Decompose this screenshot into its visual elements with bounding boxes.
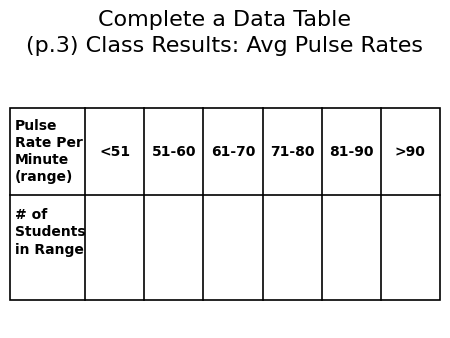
Text: 71-80: 71-80 — [270, 145, 315, 159]
Text: 51-60: 51-60 — [152, 145, 196, 159]
Text: # of
Students
in Range: # of Students in Range — [15, 208, 86, 257]
Bar — [10, 108, 440, 300]
Text: <51: <51 — [99, 145, 130, 159]
Text: >90: >90 — [395, 145, 426, 159]
Text: Complete a Data Table
(p.3) Class Results: Avg Pulse Rates: Complete a Data Table (p.3) Class Result… — [27, 10, 423, 55]
Text: 81-90: 81-90 — [329, 145, 374, 159]
Text: 61-70: 61-70 — [211, 145, 255, 159]
Text: Pulse
Rate Per
Minute
(range): Pulse Rate Per Minute (range) — [15, 119, 83, 185]
